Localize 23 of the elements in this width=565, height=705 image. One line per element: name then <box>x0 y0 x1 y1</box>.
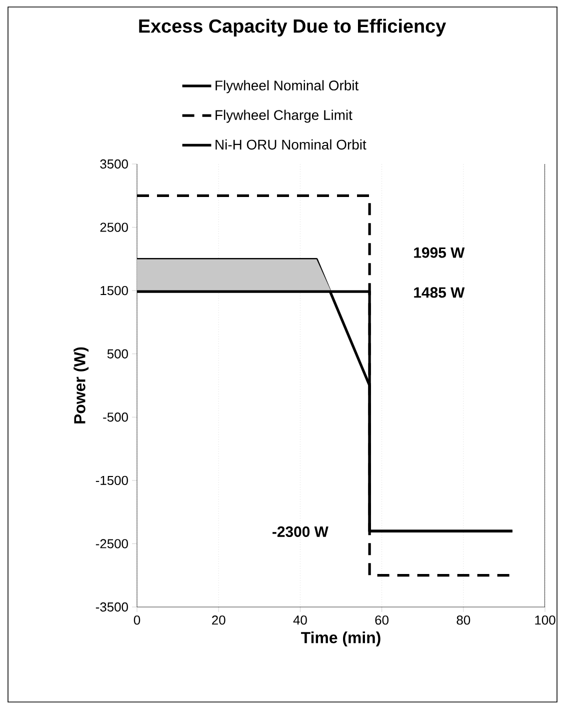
x-tick-label: 20 <box>212 616 226 625</box>
y-axis-title: Power (W) <box>74 347 89 424</box>
y-tick-label: -1500 <box>96 476 128 486</box>
y-tick-label: -3500 <box>96 602 128 612</box>
x-tick-label: 80 <box>456 616 470 625</box>
annotation: -2300 W <box>272 526 328 537</box>
y-tick-label: -500 <box>103 412 128 422</box>
x-tick-label: 60 <box>375 616 389 625</box>
y-tick-label: 2500 <box>100 222 128 232</box>
x-tick-label: 40 <box>293 616 307 625</box>
x-tick-label: 0 <box>134 616 140 625</box>
y-tick-label: 1500 <box>100 286 128 296</box>
y-tick-label: 3500 <box>100 159 128 169</box>
x-tick-label: 100 <box>535 616 556 625</box>
legend-label: Flywheel Charge Limit <box>216 110 352 123</box>
annotation: 1485 W <box>414 287 465 298</box>
x-axis-title: Time (min) <box>301 632 380 646</box>
annotation: 1995 W <box>414 247 465 258</box>
legend-label: Flywheel Nominal Orbit <box>216 80 359 94</box>
y-tick-label: 500 <box>107 349 128 358</box>
y-tick-label: -2500 <box>96 539 128 548</box>
legend-label: Ni-H ORU Nominal Orbit <box>216 139 366 150</box>
chart-title: Excess Capacity Due to Efficiency <box>139 18 446 36</box>
